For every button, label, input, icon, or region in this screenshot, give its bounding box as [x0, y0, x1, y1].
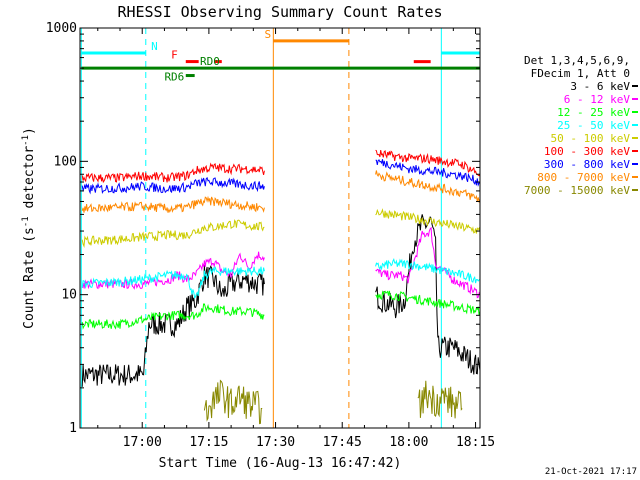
legend-entry-0: 3 - 6 keV [570, 80, 630, 93]
state-bar-label-2: F [171, 49, 178, 62]
series-line-5-1 [375, 149, 480, 177]
plot-frame [79, 27, 481, 429]
x-tick-label-2: 17:30 [256, 435, 295, 450]
x-tick-label-1: 17:15 [189, 435, 228, 450]
x-tick-label-3: 17:45 [323, 435, 362, 450]
x-axis-label: Start Time (16-Aug-13 16:47:42) [159, 456, 402, 471]
series-line-5-0 [81, 162, 265, 184]
series-line-2-0 [81, 303, 265, 330]
legend-header-1: Det 1,3,4,5,6,9, [524, 54, 630, 67]
legend-entry-1: 6 - 12 keV [564, 93, 631, 106]
series-line-3-0 [81, 266, 265, 300]
series-line-8-1 [417, 380, 463, 419]
legend-entry-5: 100 - 300 keV [544, 145, 630, 158]
series-line-4-0 [81, 218, 265, 249]
y-tick-label-2: 100 [54, 154, 77, 169]
y-tick-label-1: 10 [61, 288, 77, 303]
series-line-6-0 [81, 176, 265, 195]
legend-entry-8: 7000 - 15000 keV [524, 184, 630, 197]
series-line-0-0 [81, 265, 265, 387]
state-bar-label-1: S [264, 28, 271, 41]
legend-entry-6: 300 - 800 keV [544, 158, 630, 171]
y-tick-label-3: 1000 [46, 21, 77, 36]
series-line-2-1 [375, 290, 480, 316]
legend-entry-7: 800 - 7000 keV [537, 171, 630, 184]
y-tick-label-0: 1 [69, 421, 77, 436]
x-tick-label-4: 18:00 [389, 435, 428, 450]
x-tick-label-5: 18:15 [456, 435, 495, 450]
series-line-6-1 [375, 159, 480, 187]
state-bar-label-3: RD0 [200, 55, 220, 68]
state-bar-label-0: N [151, 40, 158, 53]
series-line-8-0 [203, 379, 263, 425]
x-tick-label-0: 17:00 [123, 435, 162, 450]
legend-entry-3: 25 - 50 keV [557, 119, 630, 132]
series-line-4-1 [375, 208, 480, 234]
series-line-1-1 [375, 226, 480, 299]
legend-entry-4: 50 - 100 keV [551, 132, 631, 145]
footer-date: 21-Oct-2021 17:17 [545, 467, 637, 477]
legend: Det 1,3,4,5,6,9, FDecim 1, Att 0 3 - 6 k… [524, 54, 638, 197]
legend-header-2: FDecim 1, Att 0 [531, 67, 630, 80]
state-bar-label-4: RD6 [164, 71, 184, 84]
legend-entry-2: 12 - 25 keV [557, 106, 630, 119]
series-line-1-0 [81, 251, 265, 290]
series-line-7-1 [375, 170, 480, 204]
series-line-3-1 [375, 258, 480, 284]
chart-title: RHESSI Observing Summary Count Rates [117, 3, 442, 21]
series-line-7-0 [81, 195, 265, 213]
y-axis-label: Count Rate (s-1 detector-1) [21, 127, 37, 329]
series-line-0-1 [375, 214, 480, 375]
